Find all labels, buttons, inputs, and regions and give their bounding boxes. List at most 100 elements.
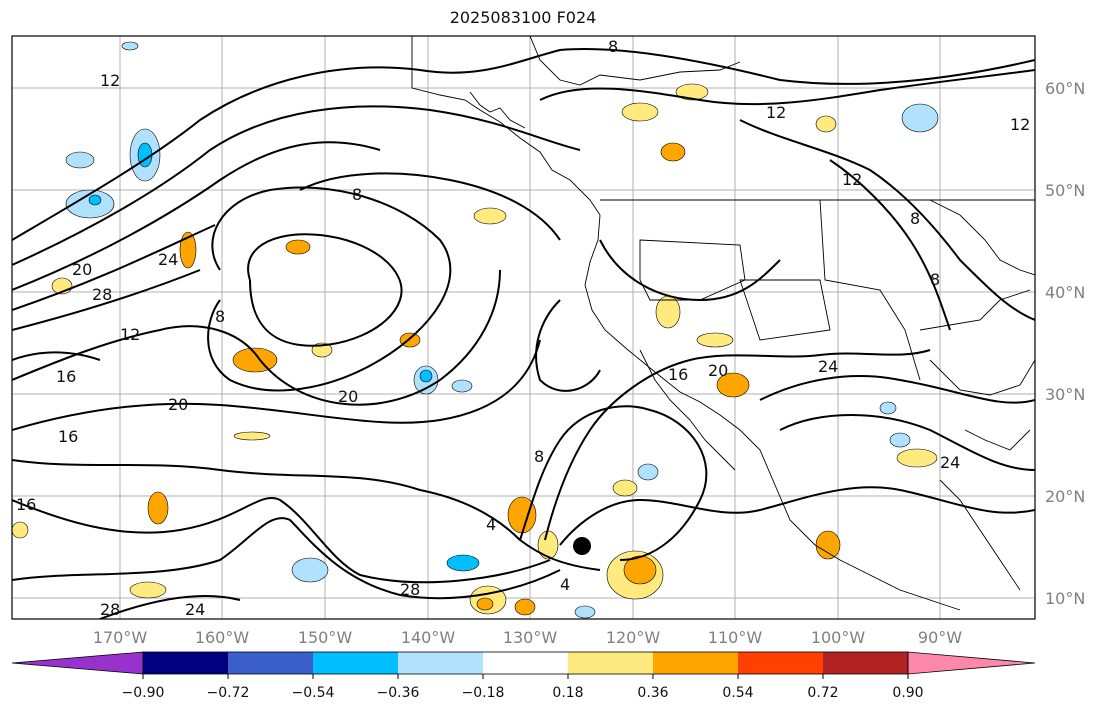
negative-anomaly [291, 557, 329, 583]
contour-label: 8 [910, 209, 920, 228]
contour-label: 24 [818, 357, 838, 376]
colorbar-segment [398, 652, 483, 674]
negative-anomaly [419, 369, 433, 383]
shaded-anomaly-areas [12, 41, 939, 619]
colorbar-extend-high [907, 651, 1036, 675]
negative-anomaly [889, 432, 911, 448]
longitude-tick-label: 170°W [93, 628, 148, 647]
negative-anomaly [637, 463, 659, 481]
positive-anomaly [285, 239, 311, 255]
contour-label: 12 [1010, 115, 1030, 134]
graticule [12, 36, 1035, 619]
positive-anomaly [179, 231, 197, 269]
height-contours [12, 48, 1035, 619]
positive-anomaly [675, 83, 709, 101]
contour-label: 28 [92, 285, 112, 304]
contour-label: 12 [766, 103, 786, 122]
contour-label: 16 [668, 365, 688, 384]
contour-label: 16 [56, 367, 76, 386]
colorbar-tick-label: −0.18 [462, 685, 505, 701]
contour-label: 8 [534, 447, 544, 466]
longitude-tick-label: 150°W [298, 628, 353, 647]
contour-label: 20 [168, 395, 188, 414]
longitude-ticks: 170°W 160°W 150°W 140°W 130°W 120°W 110°W 100°W… [93, 628, 962, 647]
colorbar-tick-label: −0.54 [292, 685, 335, 701]
colorbar: −0.90 −0.72 −0.54 −0.36 −0.18 0.18 0.36 0.54 0.7… [11, 651, 1036, 701]
positive-anomaly [612, 479, 638, 497]
longitude-tick-label: 90°W [918, 628, 962, 647]
coastlines-borders [411, 36, 1035, 611]
colorbar-tick-label: 0.54 [722, 685, 753, 701]
colorbar-outline [142, 651, 909, 675]
contour-label: 28 [100, 600, 120, 619]
latitude-tick-label: 10°N [1045, 589, 1085, 608]
positive-anomaly [623, 555, 657, 585]
contour-label: 28 [400, 580, 420, 599]
positive-anomaly [12, 521, 29, 539]
colorbar-tick-label: 0.36 [637, 685, 668, 701]
positive-anomaly [716, 372, 750, 398]
colorbar-segment [568, 652, 653, 674]
positive-anomaly [660, 142, 686, 162]
map-title: 2025083100 F024 [449, 8, 597, 27]
contour-label: 8 [215, 307, 225, 326]
positive-anomaly [476, 597, 494, 611]
colorbar-tick-label: −0.72 [207, 685, 250, 701]
negative-anomaly [446, 554, 480, 572]
positive-anomaly [621, 102, 659, 122]
contour-label: 8 [608, 37, 618, 56]
contour-label: 20 [338, 387, 358, 406]
contour-label: 16 [16, 495, 36, 514]
contour-label: 12 [120, 325, 140, 344]
colorbar-segment [738, 652, 823, 674]
positive-anomaly [514, 598, 536, 616]
negative-anomaly [574, 605, 596, 619]
latitude-tick-label: 30°N [1045, 385, 1085, 404]
positive-anomaly [233, 431, 271, 441]
negative-anomaly [121, 41, 139, 51]
contour-label: 24 [940, 453, 960, 472]
contour-label: 24 [158, 250, 178, 269]
contour-label: 8 [352, 185, 362, 204]
negative-anomaly [88, 194, 102, 206]
storm-center-marker [573, 537, 591, 555]
positive-anomaly [537, 530, 559, 560]
contour-label: 4 [560, 575, 570, 594]
positive-anomaly [815, 115, 837, 133]
negative-anomaly [901, 103, 939, 133]
longitude-tick-label: 130°W [503, 628, 558, 647]
contour-label: 4 [486, 515, 496, 534]
colorbar-segment [653, 652, 738, 674]
negative-anomaly [65, 151, 95, 169]
negative-anomaly [65, 189, 115, 219]
positive-anomaly [696, 332, 734, 348]
contour-label: 12 [842, 170, 862, 189]
latitude-tick-label: 60°N [1045, 79, 1085, 98]
positive-anomaly [896, 448, 938, 468]
longitude-tick-label: 160°W [195, 628, 250, 647]
colorbar-tick-label: 0.18 [552, 685, 583, 701]
colorbar-segment [313, 652, 398, 674]
negative-anomaly [451, 379, 473, 393]
latitude-ticks: 60°N 50°N 40°N 30°N 20°N 10°N [1045, 79, 1085, 608]
latitude-tick-label: 20°N [1045, 487, 1085, 506]
colorbar-tick-label: −0.90 [122, 685, 165, 701]
map-border [11, 35, 1036, 620]
positive-anomaly [655, 295, 681, 329]
longitude-tick-label: 110°W [708, 628, 763, 647]
positive-anomaly [473, 207, 507, 225]
contour-label: 20 [708, 361, 728, 380]
colorbar-segment [143, 652, 228, 674]
latitude-tick-label: 50°N [1045, 181, 1085, 200]
colorbar-segment [483, 652, 568, 674]
contour-label: 8 [930, 270, 940, 289]
positive-anomaly [147, 491, 169, 525]
latitude-tick-label: 40°N [1045, 283, 1085, 302]
colorbar-segment [228, 652, 313, 674]
contour-labels: 12 8 8 8 12 12 20 24 28 12 16 16 16 20 2… [16, 37, 1030, 619]
colorbar-tick-label: 0.90 [892, 685, 923, 701]
positive-anomaly [232, 347, 278, 373]
colorbar-tick-label: 0.72 [807, 685, 838, 701]
longitude-tick-label: 120°W [606, 628, 661, 647]
